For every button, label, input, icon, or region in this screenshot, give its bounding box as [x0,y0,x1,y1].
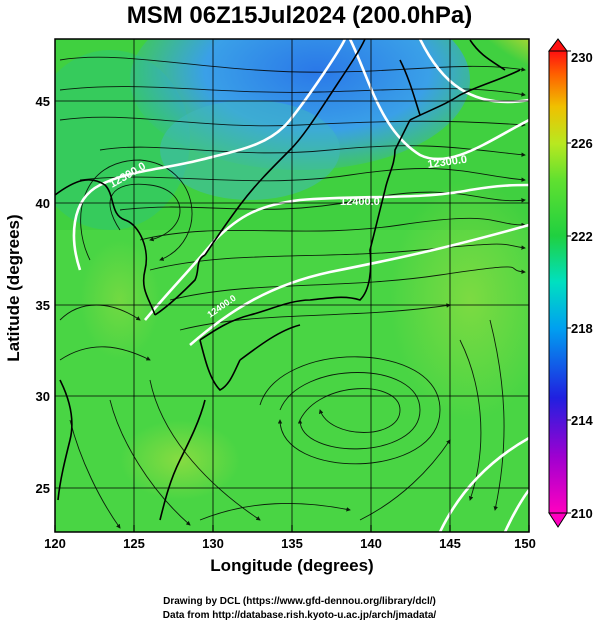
colorbar-tick-label: 210 [571,506,593,521]
geopotential-contours [72,39,529,532]
y-tick-label: 25 [36,481,50,496]
x-tick-label: 135 [281,536,303,551]
colorbar-tick-label: 218 [571,321,593,336]
x-tick-label: 140 [360,536,382,551]
x-tick-label: 130 [202,536,224,551]
map-title: MSM 06Z15Jul2024 (200.0hPa) [126,2,473,29]
y-tick-label: 30 [36,389,50,404]
grid-lines [55,39,529,532]
x-tick-marks [54,525,530,532]
colorbar-tick-label: 226 [571,136,593,151]
colorbar-ticks [567,50,571,514]
x-tick-label: 150 [514,536,536,551]
credit-data: Data from http://database.rish.kyoto-u.a… [162,610,437,621]
temperature-shading: 12300.0 12400.0 12300.0 12400.0 [55,39,529,532]
colorbar-min-arrow [548,512,568,528]
x-tick-label: 120 [44,536,66,551]
colorbar-tick-label: 214 [571,413,593,428]
colorbar-max-arrow [548,38,568,52]
colorbar [548,50,568,514]
y-tick-label: 40 [36,196,50,211]
credit-drawing: Drawing by DCL (https://www.gfd-dennou.o… [163,596,436,607]
colorbar-tick-label: 222 [571,229,593,244]
y-tick-label: 35 [36,298,50,313]
y-tick-label: 45 [36,94,50,109]
x-axis-label: Longitude (degrees) [210,556,374,575]
contour-label: 12400.0 [340,196,380,208]
contour-label: 12300.0 [427,154,468,171]
colorbar-tick-label: 230 [571,50,593,65]
y-axis-label: Latitude (degrees) [4,214,23,362]
x-tick-label: 145 [439,536,461,551]
x-tick-label: 125 [123,536,145,551]
